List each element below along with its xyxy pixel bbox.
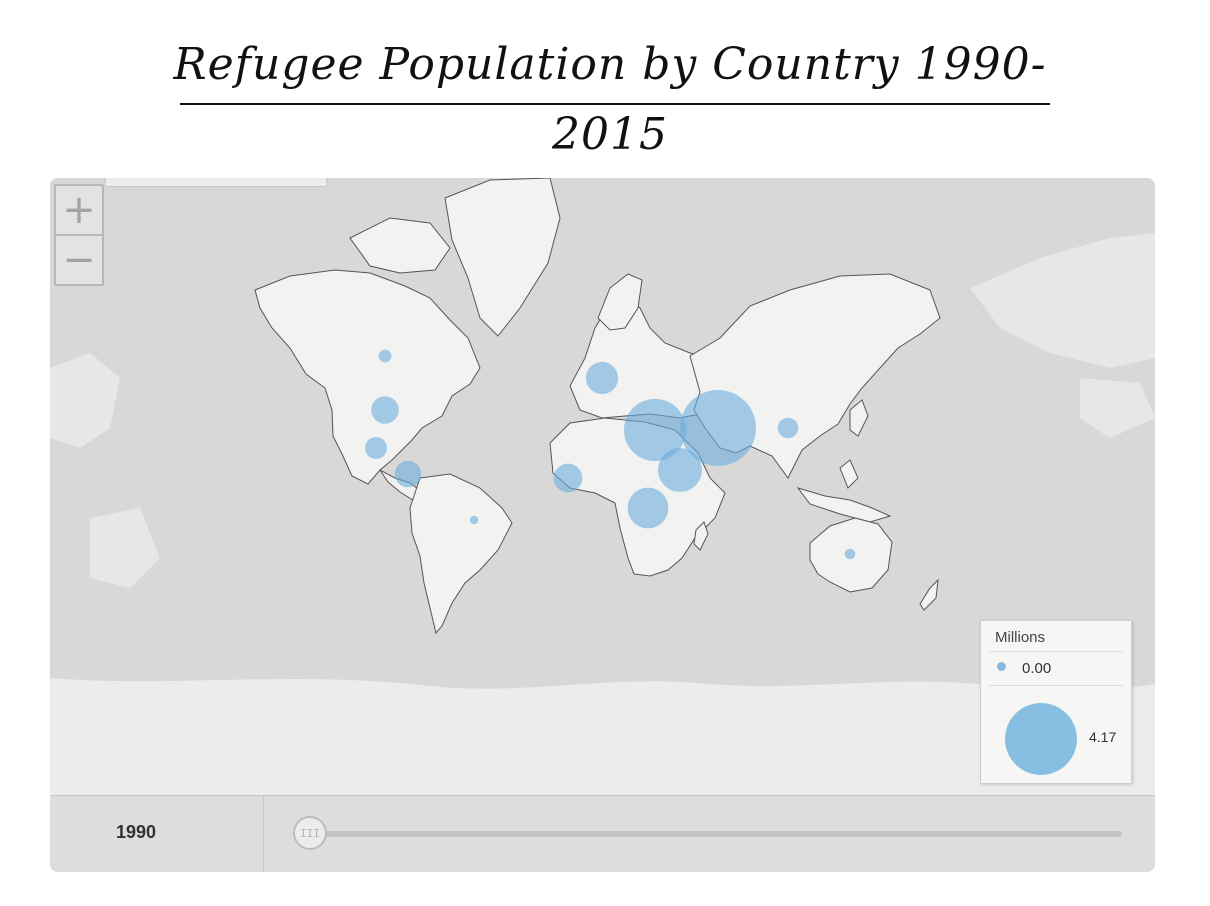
page-title: Refugee Population by Country 1990-2015 (173, 39, 1047, 160)
scandinavia (597, 273, 643, 331)
map-top-tab (105, 178, 327, 187)
greenland (444, 178, 561, 337)
north-america (254, 269, 481, 485)
antarctica (50, 678, 1155, 795)
legend-divider (989, 651, 1123, 652)
refugee-bubble[interactable] (378, 349, 392, 363)
refugee-bubble[interactable] (627, 487, 669, 529)
legend-title: Millions (995, 629, 1046, 646)
timeline-slider-handle[interactable]: III (293, 816, 327, 850)
japan (849, 399, 869, 437)
legend-max-dot (1005, 703, 1077, 775)
refugee-bubble[interactable] (365, 437, 387, 459)
new-zealand (919, 578, 939, 611)
legend-max-label: 4.17 (1089, 729, 1117, 745)
southeast-asia-islands (796, 459, 892, 523)
refugee-bubble[interactable] (469, 515, 479, 525)
year-label: 1990 (116, 822, 157, 842)
zoom-in-button[interactable]: + (62, 187, 96, 233)
legend-min-dot (997, 662, 1006, 671)
zoom-control: + − (54, 184, 104, 286)
faded-landmass-left (50, 353, 160, 588)
timeline-slider-track[interactable] (312, 831, 1122, 837)
refugee-bubble[interactable] (680, 390, 756, 466)
legend: Millions 0.00 4.17 (980, 620, 1132, 784)
timeline-bar: 1990 III (50, 795, 1155, 872)
bubble-layer (365, 349, 856, 560)
zoom-out-button[interactable]: − (56, 234, 102, 284)
refugee-bubble[interactable] (844, 548, 856, 560)
faded-landmass-right (970, 233, 1155, 438)
refugee-bubble[interactable] (553, 463, 583, 493)
madagascar (693, 521, 709, 551)
refugee-bubble[interactable] (658, 448, 702, 492)
title-underline (180, 103, 1050, 105)
refugee-bubble[interactable] (585, 361, 619, 395)
refugee-bubble[interactable] (371, 396, 399, 424)
south-america (409, 473, 513, 635)
refugee-bubble[interactable] (623, 398, 687, 462)
map-widget[interactable]: + − Millions 0.00 4.17 1990 III (50, 178, 1155, 872)
refugee-bubble[interactable] (394, 460, 422, 488)
refugee-bubble[interactable] (777, 417, 799, 439)
legend-min-label: 0.00 (1022, 660, 1052, 677)
world-map[interactable] (50, 178, 1155, 795)
legend-divider (989, 685, 1123, 686)
timeline-divider (263, 796, 264, 872)
